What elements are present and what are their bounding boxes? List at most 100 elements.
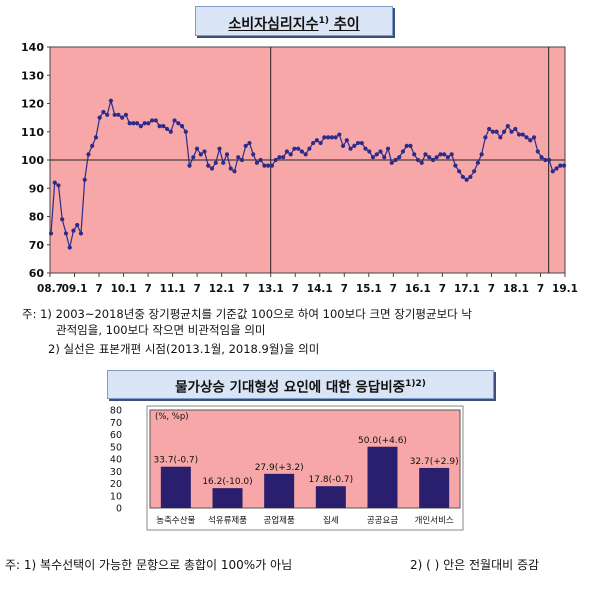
line-point bbox=[528, 138, 533, 143]
line-point bbox=[161, 124, 166, 129]
line-point bbox=[415, 157, 421, 163]
line-point bbox=[243, 143, 248, 148]
bar-data-label: 27.9(+3.2) bbox=[255, 463, 304, 473]
line-point bbox=[427, 155, 432, 160]
bar-note-2: 2) ( ) 안은 전월대비 증감 bbox=[410, 558, 540, 572]
line-point bbox=[374, 152, 379, 157]
line-point bbox=[460, 174, 465, 180]
line-x-tick-label: 17.1 bbox=[454, 283, 480, 295]
line-point bbox=[419, 160, 424, 165]
line-x-tick-label: 7 bbox=[292, 283, 299, 295]
line-x-tick-label: 13.1 bbox=[258, 283, 284, 295]
bar-category-label: 석유류제품 bbox=[208, 515, 247, 526]
bar-chart-title: 물가상승 기대형성 요인에 대한 응답비중1)2) bbox=[107, 370, 494, 399]
line-point bbox=[232, 169, 237, 174]
line-point bbox=[176, 121, 181, 126]
line-point bbox=[56, 183, 61, 188]
line-x-tick-label: 08.7 bbox=[37, 283, 63, 295]
line-point bbox=[438, 152, 443, 157]
line-point bbox=[479, 152, 484, 157]
line-point bbox=[281, 155, 286, 160]
line-point bbox=[168, 129, 173, 134]
line-point bbox=[445, 155, 451, 160]
line-point bbox=[63, 231, 69, 236]
line-point bbox=[277, 155, 282, 160]
bar-data-label: 32.7(+2.9) bbox=[410, 457, 459, 467]
line-point bbox=[348, 146, 353, 151]
line-point bbox=[97, 115, 102, 120]
line-y-tick-label: 90 bbox=[29, 182, 45, 195]
line-point bbox=[183, 129, 188, 134]
line-point bbox=[397, 155, 402, 160]
bar-plot-area bbox=[149, 409, 461, 509]
line-point bbox=[442, 152, 447, 157]
bar-chart-frame bbox=[146, 405, 464, 531]
bar-y-tick-label: 60 bbox=[110, 430, 122, 441]
bar bbox=[212, 488, 243, 508]
line-point bbox=[487, 126, 492, 132]
line-point bbox=[318, 140, 323, 146]
line-point bbox=[273, 157, 278, 163]
line-point bbox=[449, 152, 454, 157]
line-point bbox=[116, 112, 121, 117]
bar-y-tick-label: 10 bbox=[110, 491, 122, 502]
line-point bbox=[389, 160, 394, 165]
bar-y-tick-label: 20 bbox=[110, 479, 122, 490]
line-point bbox=[303, 152, 308, 157]
line-point bbox=[457, 169, 462, 174]
line-point bbox=[101, 109, 106, 115]
line-y-tick-label: 70 bbox=[29, 239, 45, 252]
line-x-tick-label: 19.1 bbox=[552, 283, 578, 295]
line-x-tick-label: 18.1 bbox=[503, 283, 529, 295]
line-point bbox=[179, 124, 185, 129]
line-point bbox=[60, 217, 65, 222]
bar bbox=[264, 473, 295, 508]
line-point bbox=[120, 115, 125, 120]
line-point bbox=[453, 163, 458, 168]
line-point bbox=[513, 126, 518, 132]
line-point bbox=[468, 174, 473, 180]
bar-unit-label: (%, %p) bbox=[155, 412, 189, 422]
line-y-tick-label: 120 bbox=[21, 98, 44, 111]
line-x-tick-label: 11.1 bbox=[160, 283, 186, 295]
line-point bbox=[224, 152, 230, 157]
line-point bbox=[430, 157, 436, 163]
line-note-3: 2) 실선은 표본개편 시점(2013.1월, 2018.9월)을 의미 bbox=[48, 342, 320, 356]
line-point bbox=[213, 160, 218, 165]
line-y-tick-label: 140 bbox=[21, 41, 44, 54]
line-point bbox=[404, 143, 409, 148]
line-point bbox=[434, 155, 439, 160]
line-x-tick-label: 7 bbox=[144, 283, 151, 295]
line-point bbox=[554, 166, 559, 171]
line-point bbox=[393, 157, 398, 163]
line-point bbox=[296, 146, 301, 151]
line-x-tick-label: 12.1 bbox=[209, 283, 235, 295]
bar-data-label: 33.7(-0.7) bbox=[154, 456, 199, 466]
line-point bbox=[247, 140, 252, 146]
line-point bbox=[340, 143, 346, 148]
line-point bbox=[550, 169, 555, 174]
line-point bbox=[157, 124, 162, 129]
line-point bbox=[367, 149, 372, 154]
bar-data-label: 17.8(-0.7) bbox=[309, 475, 354, 485]
line-point bbox=[108, 98, 114, 103]
bar-y-tick-label: 70 bbox=[110, 418, 122, 429]
line-x-tick-label: 7 bbox=[488, 283, 495, 295]
line-point bbox=[209, 166, 215, 171]
line-point bbox=[135, 121, 140, 126]
line-point bbox=[475, 160, 480, 165]
line-point bbox=[505, 124, 510, 129]
line-point bbox=[112, 112, 117, 117]
line-y-tick-label: 100 bbox=[21, 154, 44, 167]
line-point bbox=[292, 146, 297, 151]
bar-y-tick-label: 80 bbox=[110, 406, 122, 417]
bar-data-label: 50.0(+4.6) bbox=[358, 436, 407, 446]
line-point bbox=[86, 152, 91, 157]
line-x-tick-label: 7 bbox=[243, 283, 250, 295]
line-chart-title-text: 소비자심리지수 bbox=[228, 16, 319, 33]
line-point bbox=[325, 135, 331, 140]
bar-y-tick-label: 50 bbox=[110, 442, 122, 453]
line-point bbox=[239, 157, 245, 163]
line-point bbox=[266, 163, 271, 168]
